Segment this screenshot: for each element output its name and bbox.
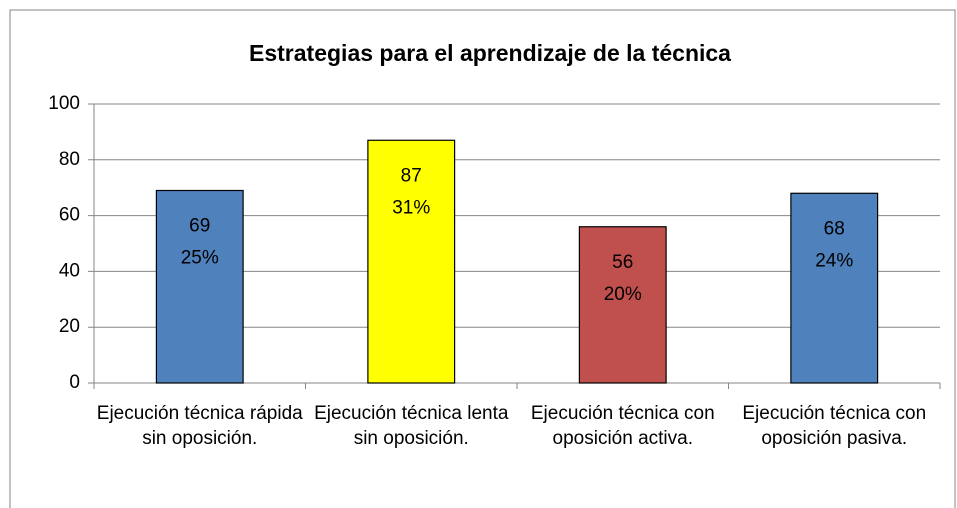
y-tick-label: 80 — [59, 149, 80, 170]
x-tick-label-box: Ejecución técnica lenta sin oposición. — [314, 403, 509, 449]
percent-label: 31% — [392, 197, 430, 218]
bar — [790, 192, 879, 384]
y-tick-label: 40 — [59, 260, 80, 281]
data-label: 56 — [612, 252, 633, 273]
y-tick-label: 20 — [59, 316, 80, 337]
x-tick-label-box: Ejecución técnica rápida sin oposición. — [96, 403, 303, 449]
x-tick-label: Ejecución técnica lenta sin oposición. — [314, 403, 509, 449]
percent-label: 24% — [815, 250, 853, 271]
data-label: 68 — [824, 218, 845, 239]
x-tick-label: Ejecución técnica con oposición activa. — [530, 403, 715, 449]
bar — [578, 226, 667, 384]
chart-title: Estrategias para el aprendizaje de la té… — [249, 40, 731, 66]
y-tick-label: 60 — [59, 205, 80, 226]
chart-border — [9, 9, 956, 508]
x-tick-label-box: Ejecución técnica con oposición pasiva. — [742, 403, 927, 449]
data-label: 87 — [401, 165, 422, 186]
y-tick-label: 0 — [69, 372, 80, 393]
x-tick-label-box: Ejecución técnica con oposición activa. — [530, 403, 715, 449]
percent-label: 20% — [604, 284, 642, 305]
data-label: 69 — [189, 216, 210, 237]
x-tick-label: Ejecución técnica rápida sin oposición. — [96, 403, 303, 449]
percent-label: 25% — [181, 248, 219, 269]
y-tick-label: 100 — [48, 93, 80, 114]
bar — [367, 139, 456, 384]
x-tick-label: Ejecución técnica con oposición pasiva. — [742, 403, 927, 449]
bar — [155, 189, 244, 384]
